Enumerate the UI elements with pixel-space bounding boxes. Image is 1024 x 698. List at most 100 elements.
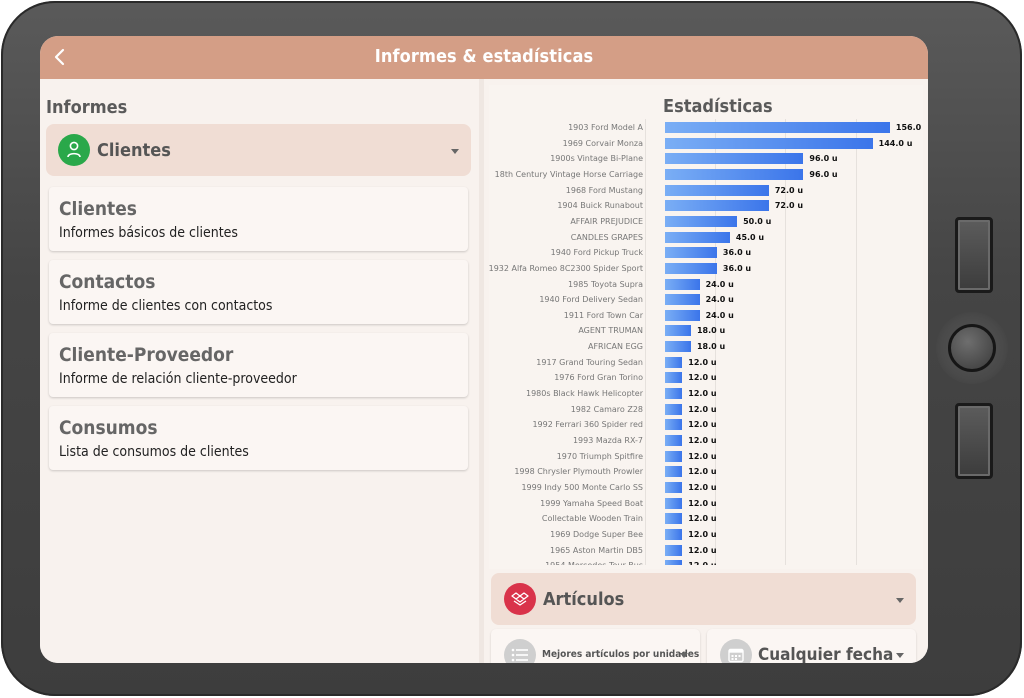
chart-category-label: 1985 Toyota Supra: [568, 279, 643, 289]
pane-divider: [479, 79, 484, 663]
chart-value-label: 12.0 u: [688, 482, 717, 492]
chart-bar[interactable]: [665, 278, 700, 290]
chart-category-label: 1904 Buick Runabout: [557, 201, 643, 211]
chart-category-label: 1903 Ford Model A: [568, 123, 643, 132]
chart-value-label: 72.0 u: [774, 201, 804, 211]
chart-category-label: AFFAIR PREJUDICE: [570, 216, 643, 226]
chart-bar[interactable]: [665, 341, 691, 353]
chart-category-label: 1968 Ford Mustang: [565, 185, 643, 195]
chart-value-label: 36.0 u: [722, 263, 752, 273]
report-type-dropdown[interactable]: Clientes: [46, 124, 471, 176]
chart-gridline: [645, 119, 646, 565]
statistics-section-title: Estadísticas: [663, 96, 773, 117]
metric-filter-dropdown[interactable]: Mejores artículos por unidades: [491, 629, 700, 663]
chart-value-label: 45.0 u: [735, 232, 765, 242]
chart-bar[interactable]: [665, 215, 738, 227]
report-card-title: Cliente-Proveedor: [59, 344, 234, 366]
chart-value-label: 24.0 u: [705, 310, 734, 320]
statistics-pane: Estadísticas 1903 Ford Model A 156.0 u 196…: [484, 79, 928, 663]
date-filter-dropdown[interactable]: Cualquier fecha: [707, 629, 916, 663]
chart-bar[interactable]: [665, 184, 769, 196]
chart-category-label: 1900s Vintage Bi-Plane: [550, 154, 643, 164]
chart-value-label: 12.0 u: [688, 561, 716, 565]
top-app-bar: Informes & estadísticas: [40, 36, 928, 79]
report-card-cliente-proveedor[interactable]: Cliente-Proveedor Informe de relación cl…: [49, 333, 468, 397]
chart-bar[interactable]: [665, 528, 683, 540]
chart-category-label: 1969 Corvair Monza: [562, 138, 643, 148]
person-icon: [58, 134, 90, 166]
chart-bar[interactable]: [665, 419, 683, 431]
chart-bar[interactable]: [665, 560, 683, 565]
chart-category-label: Collectable Wooden Train: [541, 514, 643, 524]
chart-category-label: 1965 Aston Martin DB5: [550, 545, 643, 555]
report-card-consumos[interactable]: Consumos Lista de consumos de clientes: [49, 406, 468, 470]
chart-bar[interactable]: [665, 372, 683, 384]
chart-value-label: 24.0 u: [705, 279, 734, 289]
chart-bar[interactable]: [665, 309, 700, 321]
chart-category-label: 1932 Alfa Romeo 8C2300 Spider Sport: [489, 263, 643, 273]
chart-value-label: 50.0 u: [743, 216, 772, 226]
chart-value-label: 24.0 u: [705, 295, 734, 305]
chart-bar[interactable]: [665, 466, 683, 478]
report-card-contactos[interactable]: Contactos Informe de clientes con contac…: [49, 260, 468, 324]
hardware-volume-up-button[interactable]: [955, 217, 993, 293]
chart-bar[interactable]: [665, 388, 683, 400]
report-card-title: Consumos: [59, 417, 158, 439]
chart-bar[interactable]: [665, 513, 683, 525]
chart-value-label: 12.0 u: [688, 373, 717, 383]
chart-bar[interactable]: [665, 153, 804, 165]
metric-filter-label: Mejores artículos por unidades: [542, 649, 700, 660]
report-type-label: Clientes: [97, 140, 171, 161]
reports-pane: Informes Clientes Clientes Informes bási…: [40, 79, 479, 663]
chart-bar[interactable]: [665, 325, 691, 337]
chart-bar[interactable]: [665, 497, 683, 509]
chart-bar[interactable]: [665, 294, 700, 306]
chart-bar[interactable]: [665, 262, 717, 274]
chart-bar[interactable]: [665, 544, 683, 556]
chart-bar[interactable]: [665, 481, 683, 493]
chart-value-label: 12.0 u: [688, 420, 717, 430]
chart-bar[interactable]: [665, 168, 804, 180]
chart-category-label: 1999 Indy 500 Monte Carlo SS: [521, 482, 643, 492]
hardware-volume-down-button[interactable]: [955, 403, 993, 479]
chart-value-label: 96.0 u: [809, 154, 838, 164]
chart-value-label: 18.0 u: [696, 326, 726, 336]
chart-category-label: 1970 Triumph Spitfire: [556, 451, 643, 461]
chart-bar[interactable]: [665, 231, 730, 243]
chart-category-label: 1999 Yamaha Speed Boat: [540, 498, 643, 508]
chart-bar[interactable]: [665, 200, 769, 212]
hardware-home-button[interactable]: [936, 312, 1008, 384]
page-title: Informes & estadísticas: [374, 46, 594, 67]
bar-chart[interactable]: 1903 Ford Model A 156.0 u 1969 Corvair Mon…: [489, 119, 923, 565]
chart-bar[interactable]: [665, 247, 717, 259]
report-card-subtitle: Informe de clientes con contactos: [59, 298, 273, 314]
statistics-category-label: Artículos: [543, 589, 625, 610]
chart-value-label: 36.0 u: [722, 248, 752, 258]
chart-value-label: 12.0 u: [688, 514, 717, 524]
chart-value-label: 12.0 u: [688, 545, 717, 555]
chart-category-label: 1993 Mazda RX-7: [572, 436, 643, 445]
chart-bar[interactable]: [665, 137, 873, 149]
statistics-category-dropdown[interactable]: Artículos: [491, 573, 916, 625]
report-card-title: Clientes: [59, 198, 137, 220]
report-card-clientes[interactable]: Clientes Informes básicos de clientes: [49, 187, 468, 251]
report-card-title: Contactos: [59, 271, 156, 293]
home-button-ring: [948, 324, 996, 372]
chart-bar[interactable]: [665, 356, 683, 368]
chart-bar[interactable]: [665, 403, 683, 415]
chart-bar[interactable]: [665, 122, 890, 133]
chart-value-label: 12.0 u: [688, 451, 717, 461]
chart-category-label: 18th Century Vintage Horse Carriage: [494, 169, 643, 179]
chart-bar[interactable]: [665, 435, 683, 446]
back-arrow-icon[interactable]: [46, 46, 72, 70]
report-card-subtitle: Lista de consumos de clientes: [59, 444, 249, 460]
chart-value-label: 12.0 u: [688, 498, 717, 508]
dropbox-box-icon: [504, 583, 536, 615]
chart-category-label: 1940 Ford Delivery Sedan: [539, 295, 643, 305]
statistics-chart-panel[interactable]: Estadísticas 1903 Ford Model A 156.0 u 196…: [489, 85, 923, 569]
chart-bar[interactable]: [665, 450, 683, 462]
chart-value-label: 18.0 u: [696, 342, 726, 352]
chart-category-label: 1998 Chrysler Plymouth Prowler: [514, 467, 643, 477]
chart-category-label: 1980s Black Hawk Helicopter: [526, 389, 643, 399]
report-card-subtitle: Informes básicos de clientes: [59, 225, 238, 241]
